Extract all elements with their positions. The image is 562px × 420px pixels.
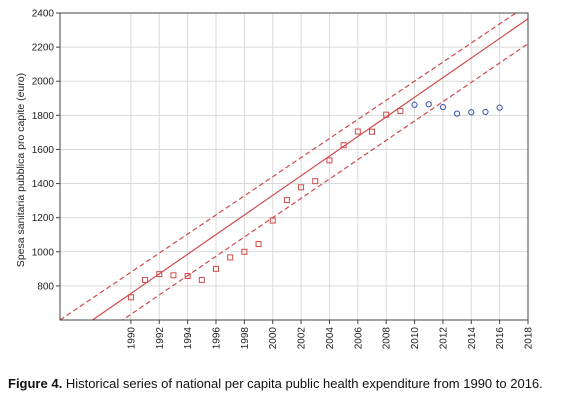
x-tick-label: 2010 [410, 327, 421, 350]
data-point-square [170, 272, 177, 279]
x-tick-label: 1994 [183, 327, 194, 350]
data-point-square [298, 184, 305, 191]
x-tick-label: 2012 [438, 327, 449, 350]
data-point-circle [496, 104, 503, 111]
data-point-square [383, 111, 390, 118]
data-point-circle [411, 101, 418, 108]
data-point-square [184, 272, 191, 279]
y-axis-label: Spesa sanitaria pubblica pro capite (eur… [15, 73, 27, 267]
lower-confidence-line [121, 43, 528, 320]
fit-lines [60, 13, 528, 320]
data-point-square [369, 128, 375, 135]
y-tick-label: 1800 [32, 111, 55, 122]
x-tick-label: 2018 [524, 327, 535, 350]
data-point-square [269, 217, 276, 224]
data-point-square [241, 248, 248, 255]
data-point-square [213, 265, 219, 272]
x-tick-label: 2008 [382, 327, 393, 350]
y-tick-label: 800 [37, 281, 54, 292]
y-tick-label: 1600 [32, 145, 55, 156]
y-tick-label: 1000 [32, 247, 55, 258]
data-point-square [340, 142, 347, 149]
data-point-square [354, 128, 361, 135]
regression-line [91, 18, 528, 320]
y-tick-label: 2000 [32, 77, 55, 88]
caption-text: Historical series of national per capita… [65, 376, 543, 391]
y-axis-ticks: 800 1000 1200 1400 1600 1800 2000 2200 2400 [32, 9, 60, 292]
data-point-square [227, 254, 234, 261]
gridlines [60, 12, 529, 320]
x-tick-label: 2002 [297, 327, 308, 350]
x-tick-label: 2014 [467, 327, 478, 350]
data-point-square [156, 271, 163, 278]
x-axis-ticks: 1990 1992 1994 1996 1998 2000 2002 2004 2006 2008… [126, 320, 535, 350]
y-tick-label: 1200 [32, 213, 55, 224]
data-point-circle [453, 110, 461, 117]
upper-confidence-line [60, 13, 517, 320]
x-tick-label: 1992 [155, 327, 166, 350]
y-tick-label: 1400 [32, 179, 55, 190]
plot-background [60, 13, 528, 320]
plot-frame [59, 12, 529, 321]
x-tick-label: 1996 [212, 327, 223, 350]
data-point-square [326, 157, 333, 164]
y-tick-label: 2400 [32, 9, 55, 20]
y-tick-label: 2200 [32, 43, 55, 54]
data-point-circle [425, 101, 432, 108]
caption-label: Figure 4. [8, 376, 63, 391]
x-tick-label: 1990 [126, 327, 137, 350]
data-point-square [312, 178, 319, 185]
data-point-square [397, 108, 404, 115]
figure-caption: Figure 4. Historical series of national … [8, 376, 556, 392]
x-tick-label: 2004 [325, 327, 336, 350]
data-point-square [283, 197, 290, 204]
x-tick-label: 2006 [353, 327, 364, 350]
data-points [127, 101, 503, 301]
data-point-square [127, 294, 134, 301]
data-point-circle [468, 109, 475, 116]
x-tick-label: 2016 [495, 327, 506, 350]
x-tick-label: 2000 [268, 327, 279, 350]
data-point-square [142, 276, 149, 283]
x-tick-label: 1998 [240, 327, 251, 350]
data-point-circle [482, 108, 489, 116]
data-point-square [255, 241, 262, 248]
data-point-circle [439, 104, 447, 111]
data-point-square [198, 276, 205, 283]
chart: 800 1000 1200 1400 1600 1800 2000 2200 2400 1990… [15, 9, 535, 350]
